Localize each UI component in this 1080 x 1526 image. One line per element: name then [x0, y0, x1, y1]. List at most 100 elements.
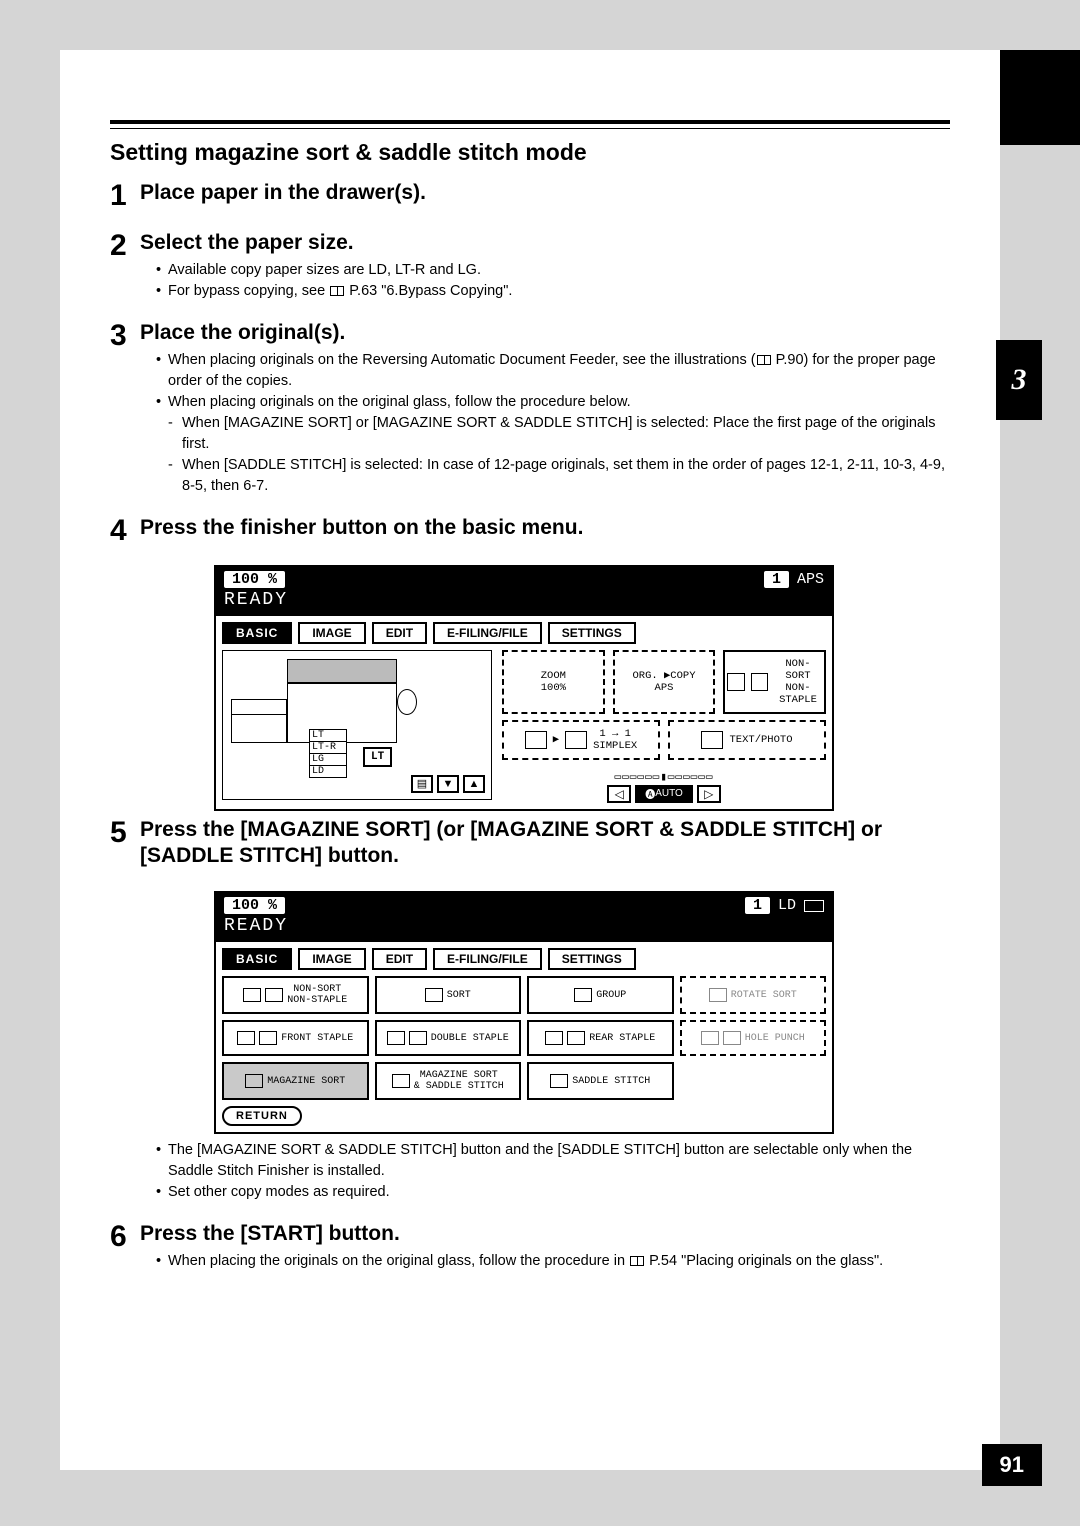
label: NON-SORT — [785, 658, 810, 682]
step-title: Place the original(s). — [140, 320, 950, 346]
rear-staple-button[interactable]: REAR STAPLE — [527, 1020, 674, 1056]
dash-item: When [MAGAZINE SORT] or [MAGAZINE SORT &… — [168, 413, 950, 455]
staple-icon — [545, 1031, 563, 1045]
ready-label: READY — [224, 916, 824, 936]
label: HOLE PUNCH — [745, 1033, 805, 1044]
tab-settings[interactable]: SETTINGS — [548, 622, 636, 644]
label: MAGAZINE SORT — [420, 1070, 498, 1081]
image-mode-button[interactable]: TEXT/PHOTO — [668, 720, 826, 760]
staple-icon — [387, 1031, 405, 1045]
label: REAR STAPLE — [589, 1033, 655, 1044]
punch-icon — [701, 1031, 719, 1045]
label: 1 → 1 — [599, 728, 631, 740]
label: ZOOM — [541, 670, 566, 682]
staple-icon — [237, 1031, 255, 1045]
tab-image[interactable]: IMAGE — [298, 948, 365, 970]
copier-diagram: LT LT-R LG LD LT ▤ ▼ ▲ — [222, 650, 492, 800]
label: FRONT STAPLE — [281, 1033, 353, 1044]
tab-edit[interactable]: EDIT — [372, 948, 427, 970]
tab-edit[interactable]: EDIT — [372, 622, 427, 644]
page-content: Setting magazine sort & saddle stitch mo… — [60, 50, 1000, 1470]
pages-icon — [243, 988, 261, 1002]
non-sort-button[interactable]: NON-SORTNON-STAPLE — [222, 976, 369, 1014]
screenshot-basic-menu: 100 % 1 APS READY BASIC IMAGE EDIT E-FIL… — [214, 565, 834, 811]
zoom-pct: 100 — [232, 897, 259, 914]
return-button[interactable]: RETURN — [222, 1106, 302, 1126]
density-lighter-button[interactable]: ◁ — [607, 785, 631, 803]
staple-icon — [567, 1031, 585, 1045]
org-copy-button[interactable]: ORG. ▶COPYAPS — [613, 650, 716, 714]
page-icon — [565, 731, 587, 749]
tab-basic[interactable]: BASIC — [222, 622, 292, 644]
dash-item: When [SADDLE STITCH] is selected: In cas… — [168, 455, 950, 497]
zoom-button[interactable]: ZOOM100% — [502, 650, 605, 714]
drawer-ld: LD — [309, 765, 347, 778]
arrow-down-icon[interactable]: ▼ — [437, 775, 459, 793]
lcd-header: 100 % 1 LD READY — [214, 891, 834, 942]
density-darker-button[interactable]: ▷ — [697, 785, 721, 803]
bullet: When placing originals on the Reversing … — [156, 350, 950, 392]
duplex-button[interactable]: ▶ 1 → 1SIMPLEX — [502, 720, 660, 760]
finisher-button[interactable]: NON-SORTNON-STAPLE — [723, 650, 826, 714]
bullet: When placing originals on the original g… — [156, 392, 950, 413]
label: ROTATE SORT — [731, 990, 797, 1001]
paper-type-icon[interactable]: ▤ — [411, 775, 433, 793]
tab-row: BASIC IMAGE EDIT E-FILING/FILE SETTINGS — [222, 948, 826, 970]
tab-image[interactable]: IMAGE — [298, 622, 365, 644]
label: TEXT/PHOTO — [729, 734, 792, 746]
divider-thick — [110, 120, 950, 124]
step-5: 5 Press the [MAGAZINE SORT] (or [MAGAZIN… — [110, 817, 950, 874]
group-button[interactable]: GROUP — [527, 976, 674, 1014]
magazine-icon — [392, 1074, 410, 1088]
selected-drawer[interactable]: LT — [363, 747, 392, 767]
label: SADDLE STITCH — [572, 1076, 650, 1087]
pct-unit: % — [268, 897, 277, 914]
page-icon — [804, 900, 824, 912]
step-title: Press the [MAGAZINE SORT] (or [MAGAZINE … — [140, 817, 950, 870]
label: SORT — [447, 990, 471, 1001]
tab-settings[interactable]: SETTINGS — [548, 948, 636, 970]
value: APS — [655, 682, 674, 694]
sort-button[interactable]: SORT — [375, 976, 522, 1014]
bullet: Set other copy modes as required. — [156, 1182, 950, 1203]
step-4: 4 Press the finisher button on the basic… — [110, 515, 950, 547]
tab-basic[interactable]: BASIC — [222, 948, 292, 970]
value: SIMPLEX — [593, 740, 637, 752]
magazine-sort-saddle-button[interactable]: MAGAZINE SORT& SADDLE STITCH — [375, 1062, 522, 1100]
punch-icon — [723, 1031, 741, 1045]
density-control: ▭▭▭▭▭▭▮▭▭▭▭▭▭ ◁ 🅐 AUTO ▷ — [502, 770, 826, 803]
density-auto-button[interactable]: 🅐 AUTO — [635, 785, 693, 803]
arrow-up-icon[interactable]: ▲ — [463, 775, 485, 793]
step-number: 4 — [110, 515, 140, 547]
pages-icon — [751, 673, 768, 691]
label: GROUP — [596, 990, 626, 1001]
step-number: 3 — [110, 320, 140, 497]
paper-mode: APS — [797, 571, 824, 588]
step-number: 5 — [110, 817, 140, 874]
tab-efiling[interactable]: E-FILING/FILE — [433, 948, 542, 970]
page-number: 91 — [982, 1444, 1042, 1486]
text: When placing originals on the Reversing … — [168, 352, 756, 368]
qty: 1 — [745, 897, 770, 914]
text: When placing the originals on the origin… — [168, 1253, 629, 1269]
section-title: Setting magazine sort & saddle stitch mo… — [110, 139, 950, 166]
step-number: 6 — [110, 1221, 140, 1272]
bullet: Available copy paper sizes are LD, LT-R … — [156, 260, 950, 281]
hole-punch-button[interactable]: HOLE PUNCH — [680, 1020, 827, 1056]
magazine-sort-button[interactable]: MAGAZINE SORT — [222, 1062, 369, 1100]
tab-row: BASIC IMAGE EDIT E-FILING/FILE SETTINGS — [222, 622, 826, 644]
rotate-sort-button[interactable]: ROTATE SORT — [680, 976, 827, 1014]
bullet: For bypass copying, see P.63 "6.Bypass C… — [156, 281, 950, 302]
step-3: 3 Place the original(s). When placing or… — [110, 320, 950, 497]
density-scale: ▭▭▭▭▭▭▮▭▭▭▭▭▭ — [614, 770, 713, 783]
magazine-icon — [245, 1074, 263, 1088]
step-title: Select the paper size. — [140, 230, 950, 256]
double-staple-button[interactable]: DOUBLE STAPLE — [375, 1020, 522, 1056]
step-title: Place paper in the drawer(s). — [140, 180, 950, 206]
divider-thin — [110, 128, 950, 129]
tab-efiling[interactable]: E-FILING/FILE — [433, 622, 542, 644]
pages-icon — [265, 988, 283, 1002]
saddle-stitch-button[interactable]: SADDLE STITCH — [527, 1062, 674, 1100]
front-staple-button[interactable]: FRONT STAPLE — [222, 1020, 369, 1056]
step-1: 1 Place paper in the drawer(s). — [110, 180, 950, 212]
